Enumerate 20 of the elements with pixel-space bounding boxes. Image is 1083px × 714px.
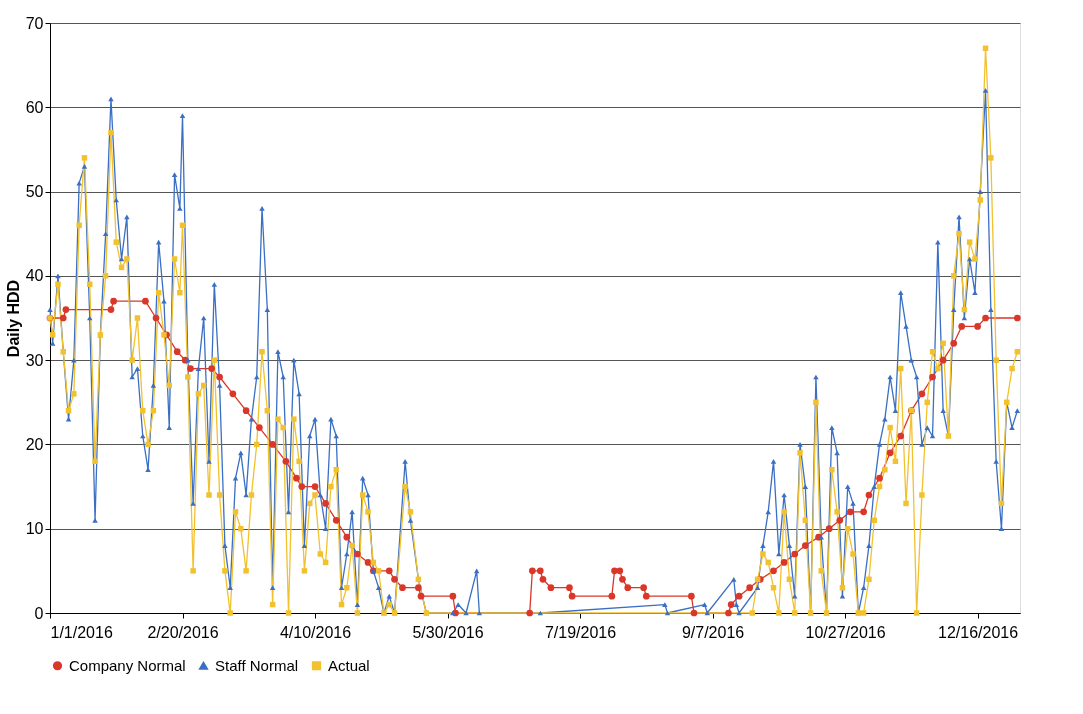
y-tick-label: 20: [25, 435, 44, 453]
y-tick-label: 70: [25, 14, 44, 32]
y-tick-label: 10: [25, 520, 44, 538]
x-tick-label: 4/10/2016: [279, 623, 352, 641]
x-tick-label: 2/20/2016: [147, 623, 219, 641]
x-tick-label: 12/16/2016: [938, 623, 1019, 641]
x-tick-label: 7/19/2016: [544, 623, 617, 641]
y-tick-label: 40: [25, 267, 44, 285]
y-tick-label: 0: [34, 604, 44, 622]
x-tick-label: 9/7/2016: [681, 623, 745, 641]
y-tick-label: 50: [25, 183, 44, 201]
legend-label: Actual: [328, 656, 370, 674]
legend-label: Company Normal: [69, 656, 186, 674]
y-tick-label: 60: [25, 98, 44, 116]
x-tick-label: 1/1/2016: [50, 623, 113, 641]
x-tick-label: 5/30/2016: [412, 623, 484, 641]
x-tick-label: 10/27/2016: [805, 623, 886, 641]
y-tick-label: 30: [25, 351, 44, 369]
legend-label: Staff Normal: [215, 656, 299, 674]
y-axis-title: Daily HDD: [4, 279, 22, 358]
